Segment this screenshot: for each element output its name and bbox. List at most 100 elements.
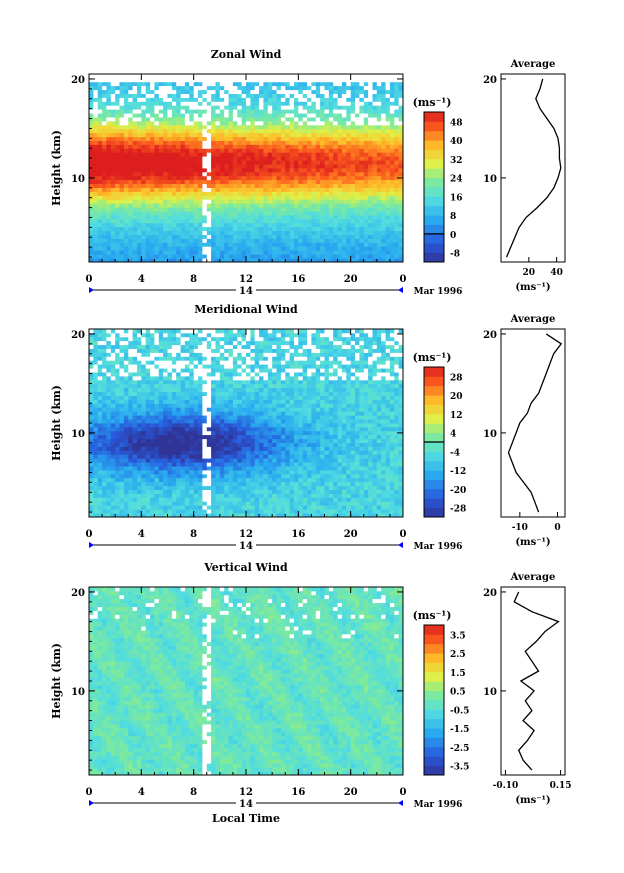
heatmap-cell bbox=[102, 218, 107, 224]
heatmap-cell bbox=[302, 230, 308, 235]
heatmap-cell bbox=[145, 171, 151, 177]
heatmap-cell bbox=[215, 97, 221, 102]
heatmap-cell bbox=[267, 121, 273, 126]
heatmap-cells bbox=[89, 74, 404, 263]
heatmap-cell bbox=[350, 207, 356, 212]
heatmap-cell bbox=[184, 242, 190, 247]
heatmap-cell bbox=[198, 254, 203, 259]
heatmap-cell bbox=[106, 442, 112, 447]
heatmap-cell bbox=[224, 222, 229, 228]
heatmap-cell bbox=[211, 156, 216, 161]
heatmap-cell bbox=[193, 250, 199, 255]
heatmap-cell bbox=[189, 168, 195, 173]
day-marker-left bbox=[89, 287, 94, 293]
heatmap-cell bbox=[102, 505, 107, 510]
heatmap-cell bbox=[394, 215, 400, 220]
heatmap-cell bbox=[198, 152, 203, 157]
heatmap-cell bbox=[97, 329, 103, 334]
heatmap-cell bbox=[184, 466, 190, 471]
heatmap-cell bbox=[276, 74, 282, 79]
heatmap-cell bbox=[89, 144, 94, 149]
heatmap-cell bbox=[102, 140, 107, 145]
heatmap-cell bbox=[381, 234, 386, 239]
heatmap-cell bbox=[202, 109, 208, 114]
heatmap-cell bbox=[145, 101, 151, 106]
heatmap-cell bbox=[132, 387, 138, 393]
heatmap-cell bbox=[102, 203, 107, 208]
heatmap-cell bbox=[97, 336, 103, 342]
heatmap-cell bbox=[106, 164, 112, 169]
heatmap-cell bbox=[202, 222, 208, 228]
heatmap-cell bbox=[232, 207, 238, 212]
colorbar-band bbox=[424, 252, 444, 263]
heatmap-cell bbox=[211, 497, 216, 502]
heatmap-cell bbox=[206, 501, 212, 506]
heatmap-cell bbox=[93, 175, 99, 181]
heatmap-cell bbox=[141, 513, 147, 518]
heatmap-cell bbox=[202, 446, 208, 451]
heatmap-cell bbox=[320, 105, 325, 110]
heatmap-cell bbox=[102, 74, 107, 79]
heatmap-cell bbox=[132, 124, 138, 130]
heatmap-cell bbox=[137, 501, 142, 506]
heatmap-cell bbox=[307, 171, 312, 177]
heatmap-cell bbox=[333, 136, 338, 141]
heatmap-cell bbox=[189, 175, 195, 181]
heatmap-cell bbox=[355, 136, 360, 141]
heatmap-cell bbox=[189, 93, 195, 98]
heatmap-cell bbox=[171, 136, 177, 141]
heatmap-cell bbox=[145, 356, 151, 361]
heatmap-cell bbox=[167, 348, 173, 353]
heatmap-cell bbox=[158, 426, 164, 432]
heatmap-cell bbox=[232, 234, 238, 239]
heatmap-cell bbox=[180, 226, 186, 232]
heatmap-cell bbox=[106, 332, 112, 338]
heatmap-cell bbox=[394, 168, 400, 173]
heatmap-cell bbox=[132, 493, 138, 498]
heatmap-cell bbox=[211, 211, 216, 216]
heatmap-cell bbox=[115, 258, 120, 263]
heatmap-cell bbox=[368, 191, 373, 196]
heatmap-cell bbox=[97, 74, 103, 79]
heatmap-cell bbox=[128, 438, 134, 443]
heatmap-cell bbox=[163, 481, 168, 487]
heatmap-cell bbox=[167, 352, 173, 357]
heatmap-cell bbox=[193, 485, 199, 490]
heatmap-cell bbox=[254, 226, 260, 232]
heatmap-cell bbox=[211, 423, 216, 428]
heatmap-cell bbox=[110, 352, 116, 357]
heatmap-cell bbox=[132, 132, 138, 138]
heatmap-cell bbox=[128, 423, 134, 428]
heatmap-cell bbox=[180, 470, 186, 475]
heatmap-cell bbox=[184, 218, 190, 224]
heatmap-cell bbox=[163, 426, 168, 432]
heatmap-cell bbox=[123, 238, 129, 243]
heatmap-cell bbox=[311, 211, 317, 216]
heatmap-cell bbox=[115, 391, 120, 396]
heatmap-cell bbox=[346, 246, 352, 251]
heatmap-cell bbox=[89, 230, 94, 235]
heatmap-cell bbox=[267, 195, 273, 200]
heatmap-cell bbox=[128, 148, 134, 153]
heatmap-cell bbox=[346, 191, 352, 196]
heatmap-cell bbox=[180, 442, 186, 447]
heatmap-cell bbox=[333, 207, 338, 212]
heatmap-cell bbox=[137, 77, 142, 83]
heatmap-cell bbox=[206, 454, 212, 459]
heatmap-cell bbox=[189, 329, 195, 334]
heatmap-cell bbox=[315, 128, 321, 134]
heatmap-cell bbox=[128, 462, 134, 467]
heatmap-cell bbox=[115, 179, 120, 185]
heatmap-cell bbox=[311, 254, 317, 259]
heatmap-cell bbox=[145, 81, 151, 87]
heatmap-cell bbox=[215, 81, 221, 87]
heatmap-cell bbox=[154, 242, 160, 247]
heatmap-cell bbox=[176, 403, 181, 408]
heatmap-cell bbox=[176, 109, 181, 114]
heatmap-cell bbox=[267, 254, 273, 259]
heatmap-cell bbox=[206, 128, 212, 134]
heatmap-cell bbox=[184, 329, 190, 334]
heatmap-cell bbox=[106, 168, 112, 173]
heatmap-cell bbox=[93, 171, 99, 177]
heatmap-cell bbox=[93, 242, 99, 247]
